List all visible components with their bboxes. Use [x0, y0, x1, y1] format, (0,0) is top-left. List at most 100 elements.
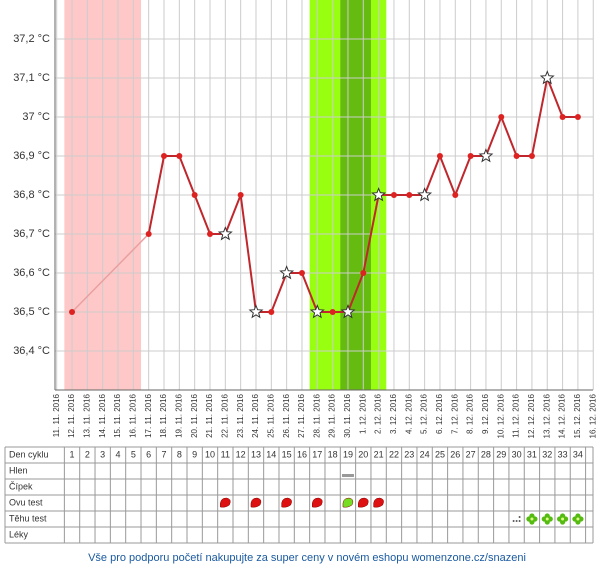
cycle-day: 27 — [466, 449, 476, 459]
x-tick-label: 14. 11. 2016 — [98, 393, 107, 437]
x-tick-label: 18. 11. 2016 — [159, 393, 168, 437]
star-point — [340, 304, 356, 319]
x-tick-label: 28. 11. 2016 — [312, 393, 321, 437]
cycle-day: 2 — [85, 449, 90, 459]
ovu-test-mark — [311, 497, 323, 508]
star-point — [217, 226, 233, 241]
footer-link[interactable]: Vše pro podporu početí nakupujte za supe… — [88, 552, 526, 564]
x-tick-label: 22. 11. 2016 — [220, 393, 229, 437]
star-point — [371, 187, 387, 202]
x-tick-label: 16. 11. 2016 — [128, 393, 137, 437]
cycle-day: 11 — [221, 449, 230, 459]
temperature-point — [329, 309, 336, 315]
cycle-day: 4 — [116, 449, 121, 459]
temperature-point — [191, 192, 198, 198]
petal — [556, 516, 563, 522]
cycle-day: 23 — [404, 449, 414, 459]
x-tick-label: 4. 12. 2016 — [404, 393, 413, 434]
star-point — [417, 187, 433, 202]
cycle-day: 13 — [251, 449, 261, 459]
x-tick-label: 30. 11. 2016 — [343, 393, 352, 437]
temperature-point — [452, 192, 459, 198]
cycle-day: 1 — [70, 449, 75, 459]
x-tick-label: 12. 11. 2016 — [67, 393, 76, 437]
cycle-day: 34 — [573, 449, 583, 459]
x-tick-label: 8. 12. 2016 — [466, 393, 475, 434]
x-tick-label: 13. 12. 2016 — [542, 393, 551, 438]
ovu-test-mark — [219, 497, 231, 508]
x-tick-label: 25. 11. 2016 — [266, 393, 275, 437]
x-tick-label: 1. 12. 2016 — [358, 393, 367, 434]
cycle-day: 6 — [146, 449, 151, 459]
x-tick-label: 11. 11. 2016 — [52, 393, 61, 437]
flower-center — [561, 517, 565, 521]
x-tick-label: 2. 12. 2016 — [374, 393, 383, 434]
cycle-day: 32 — [542, 449, 552, 459]
temperature-point — [207, 231, 213, 237]
temperature-point — [498, 114, 505, 120]
temperature-point — [145, 231, 152, 237]
tehu-test-dots — [512, 516, 521, 522]
row-label: Čípek — [9, 481, 33, 491]
temperature-point — [161, 153, 168, 159]
ovu-test-mark — [342, 497, 354, 508]
dot — [518, 520, 521, 522]
y-tick-label: 36,6 °C — [13, 267, 50, 279]
gap-connector — [71, 233, 150, 313]
x-tick-label: 9. 12. 2016 — [481, 393, 490, 434]
x-tick-label: 29. 11. 2016 — [328, 393, 337, 437]
row-label: Léky — [9, 529, 29, 539]
dot — [518, 516, 521, 518]
x-tick-label: 14. 12. 2016 — [558, 393, 567, 438]
x-tick-label: 13. 11. 2016 — [82, 393, 91, 437]
ovu-test-mark — [250, 497, 262, 508]
cycle-day: 25 — [435, 449, 445, 459]
cycle-day: 17 — [312, 449, 322, 459]
cycle-day: 9 — [192, 449, 197, 459]
cycle-day: 18 — [328, 449, 338, 459]
cycle-day: 30 — [512, 449, 522, 459]
y-tick-label: 37,1 °C — [13, 72, 50, 84]
cycle-day: 5 — [131, 449, 136, 459]
star-point — [309, 304, 325, 319]
tehu-test-flower — [541, 513, 553, 525]
x-tick-label: 16. 12. 2016 — [588, 393, 597, 438]
temperature-point — [298, 270, 305, 276]
cycle-day: 28 — [481, 449, 491, 459]
cycle-day: 21 — [374, 449, 384, 459]
temperature-point — [390, 192, 397, 198]
x-tick-label: 27. 11. 2016 — [297, 393, 306, 437]
star-point — [539, 70, 555, 85]
temperature-point — [528, 153, 535, 159]
temperature-point — [268, 309, 275, 315]
x-tick-label: 24. 11. 2016 — [251, 393, 260, 437]
x-tick-label: 3. 12. 2016 — [389, 393, 398, 434]
cycle-day: 14 — [266, 449, 276, 459]
cycle-day: 22 — [389, 449, 399, 459]
x-tick-label: 15. 12. 2016 — [573, 393, 582, 438]
y-tick-label: 37,2 °C — [13, 33, 50, 45]
x-tick-label: 20. 11. 2016 — [190, 393, 199, 437]
cycle-day: 16 — [297, 449, 307, 459]
star-point — [279, 265, 295, 280]
ovu-test-mark — [373, 497, 384, 508]
cycle-day: 10 — [205, 449, 215, 459]
x-tick-label: 12. 12. 2016 — [527, 393, 536, 438]
row-label: Hlen — [9, 465, 28, 475]
temperature-point — [176, 153, 183, 159]
cycle-day: 29 — [496, 449, 506, 459]
cycle-day: 19 — [343, 449, 353, 459]
x-tick-label: 15. 11. 2016 — [113, 393, 122, 437]
cycle-day: 8 — [177, 449, 182, 459]
temperature-point — [559, 114, 566, 120]
temperature-point — [69, 309, 76, 315]
cycle-day: 33 — [558, 449, 568, 459]
ovu-test-mark — [281, 497, 292, 508]
temperature-point — [237, 192, 244, 198]
x-tick-label: 11. 12. 2016 — [512, 393, 521, 437]
star-point — [248, 304, 264, 319]
x-tick-label: 17. 11. 2016 — [144, 393, 153, 437]
x-tick-label: 23. 11. 2016 — [236, 393, 245, 437]
x-tick-label: 10. 12. 2016 — [496, 393, 505, 438]
cycle-day: 7 — [162, 449, 167, 459]
